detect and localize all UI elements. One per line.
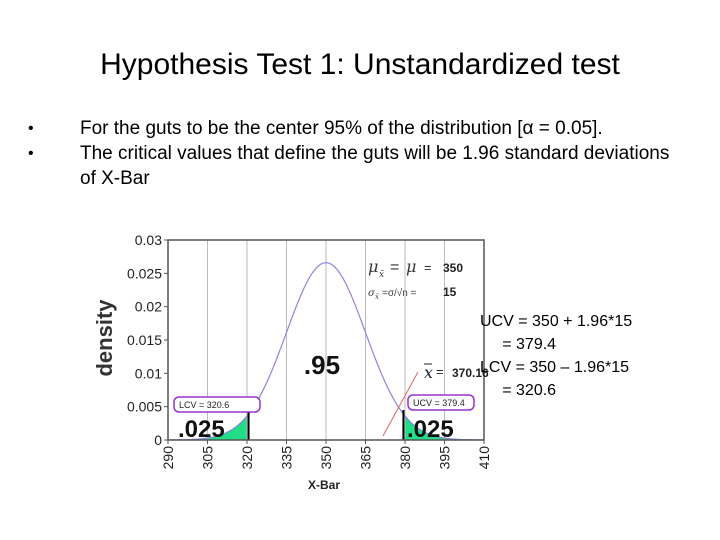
critical-value-calculation: UCV = 350 + 1.96*15 = 379.4 LCV = 350 – … <box>480 310 710 402</box>
x-tick-label: 290 <box>160 446 176 470</box>
x-tick-label: 305 <box>200 446 216 470</box>
left-tail-area <box>168 414 249 440</box>
svg-text:=: = <box>390 259 399 276</box>
density-curve <box>167 262 485 441</box>
x-tick-label: 350 <box>318 446 334 470</box>
y-tick-label: 0.03 <box>135 232 162 248</box>
x-tick-label: 380 <box>397 446 413 470</box>
y-tick-label: 0.01 <box>135 365 162 381</box>
y-axis-label: density <box>92 299 117 377</box>
svg-text:=: = <box>436 364 444 379</box>
pointer-arrow <box>382 371 419 437</box>
bullet-list: • For the guts to be the center 95% of t… <box>28 116 688 191</box>
x-tick-label: 410 <box>476 446 492 470</box>
y-tick-label: 0.005 <box>127 399 162 415</box>
right-tail-area <box>403 414 484 440</box>
ucv-box-label: UCV = 379.4 <box>413 398 465 408</box>
x-tick-label: 320 <box>239 446 255 470</box>
center-area-label: .95 <box>304 350 340 380</box>
x-axis-ticks: 290 305 320 335 350 365 380 395 410 <box>160 440 492 469</box>
lcv-box: LCV = 320.6 <box>173 396 261 413</box>
y-tick-label: 0.02 <box>135 299 162 315</box>
svg-text:σ: σ <box>368 288 376 299</box>
x-tick-label: 335 <box>279 446 295 470</box>
x-tick-label: 365 <box>358 446 374 470</box>
tail-areas <box>168 414 484 440</box>
sigma-formula: σ x̄ =σ/√n = 15 <box>368 285 457 301</box>
calc-line: = 320.6 <box>480 382 557 399</box>
svg-text:μ: μ <box>406 257 416 276</box>
svg-text:x̄: x̄ <box>375 293 379 301</box>
xbar-annotation: x = 370.16 <box>424 363 489 382</box>
calc-line: UCV = 350 + 1.96*15 <box>480 313 633 330</box>
x-tick-label: 395 <box>437 446 453 470</box>
left-tail-label: .025 <box>178 416 225 443</box>
bullet-dot-icon: • <box>28 120 34 137</box>
bullet-item: • The critical values that define the gu… <box>28 141 688 191</box>
bullet-dot-icon: • <box>28 145 34 162</box>
sigma-value: 15 <box>443 285 457 299</box>
bullet-text: For the guts to be the center 95% of the… <box>80 118 603 139</box>
y-tick-label: 0 <box>154 432 162 448</box>
mu-formula: μ x̄ = μ = 350 <box>368 257 463 280</box>
svg-text:μ: μ <box>368 257 378 276</box>
mu-value: 350 <box>443 261 463 275</box>
slide-title: Hypothesis Test 1: Unstandardized test <box>100 48 620 81</box>
svg-text:x: x <box>424 363 433 382</box>
bullet-item: • For the guts to be the center 95% of t… <box>28 116 688 141</box>
svg-text:=: = <box>424 260 432 275</box>
right-tail-label: .025 <box>407 416 454 443</box>
y-tick-label: 0.015 <box>127 332 162 348</box>
svg-text:=σ/√n =: =σ/√n = <box>382 287 417 299</box>
ucv-box: UCV = 379.4 <box>407 394 475 411</box>
bullet-text: The critical values that define the guts… <box>80 143 670 189</box>
critical-lines <box>247 410 405 440</box>
calc-line: = 379.4 <box>480 336 557 353</box>
xbar-value: 370.16 <box>452 366 489 380</box>
y-tick-label: 0.025 <box>127 265 162 281</box>
svg-text:x̄: x̄ <box>379 270 384 280</box>
calc-line: LCV = 350 – 1.96*15 <box>480 359 630 376</box>
x-axis-label: X-Bar <box>308 478 340 492</box>
y-axis-ticks: 0 0.005 0.01 0.015 0.02 0.025 0.03 <box>127 232 168 448</box>
lcv-box-label: LCV = 320.6 <box>179 400 229 410</box>
